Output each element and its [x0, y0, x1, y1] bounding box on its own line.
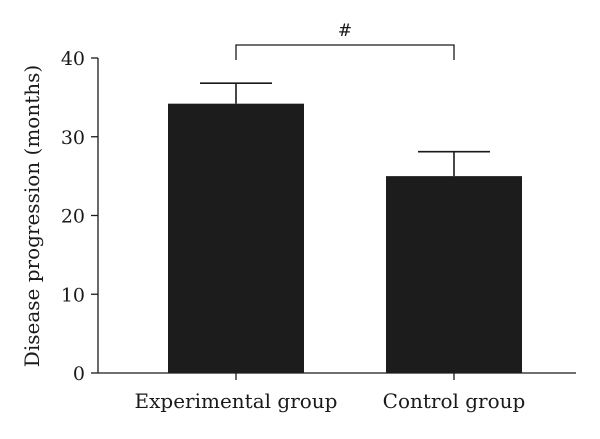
category-labels: Experimental group Control group [135, 373, 526, 413]
bar [168, 103, 304, 374]
y-tick-label: 30 [61, 127, 85, 149]
significance-label: # [338, 21, 352, 41]
y-tick-label: 40 [61, 48, 85, 70]
category-label: Experimental group [135, 389, 338, 413]
bar [386, 176, 522, 373]
y-tick-label: 0 [73, 363, 85, 385]
category-label: Control group [383, 389, 526, 413]
y-ticks: 0 10 20 30 40 [61, 48, 98, 385]
significance-bracket: # [235, 21, 455, 60]
y-axis-title: Disease progression (months) [20, 65, 44, 367]
y-tick-label: 20 [61, 206, 85, 228]
significance-bracket-line [235, 44, 455, 60]
bars [168, 103, 522, 374]
error-bars [200, 82, 490, 177]
y-tick-label: 10 [61, 284, 85, 306]
